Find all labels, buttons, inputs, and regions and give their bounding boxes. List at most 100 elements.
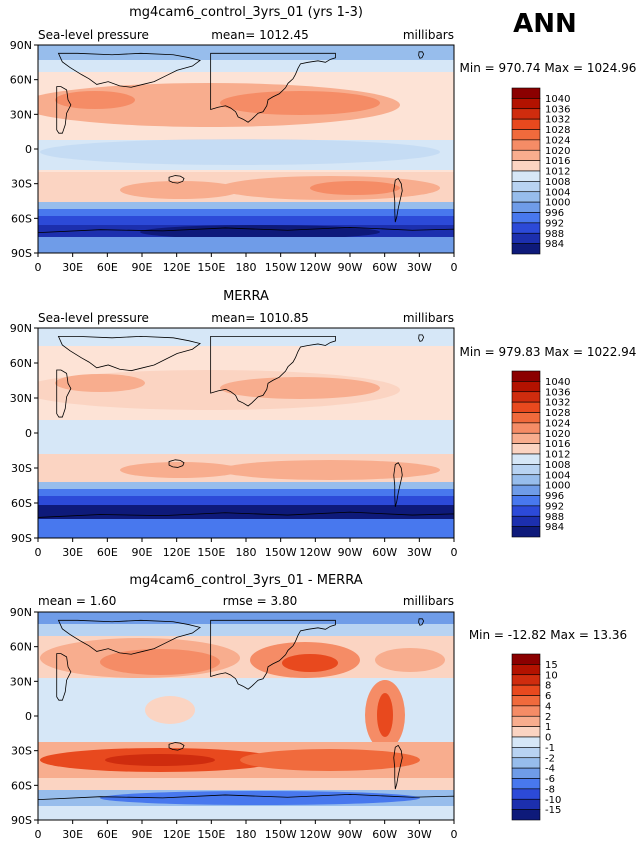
colorbar-label: 1032 — [545, 115, 570, 126]
right-label: millibars — [403, 28, 454, 42]
lon-tick-label: 30E — [62, 828, 83, 841]
lon-tick-label: 180 — [236, 261, 257, 274]
lon-tick-label: 150W — [265, 546, 297, 559]
colorbar-swatch — [511, 201, 541, 213]
colorbar-label: -8 — [545, 784, 555, 795]
coastline — [211, 336, 336, 406]
colorbar-swatch — [511, 443, 541, 455]
colorbar-label: 10 — [545, 670, 558, 681]
colorbar-label: 1032 — [545, 398, 570, 409]
colorbar-swatch — [511, 391, 541, 403]
lat-tick-label: 30N — [10, 392, 32, 405]
colorbar-swatch — [511, 181, 541, 193]
lat-tick-label: 90N — [10, 39, 32, 52]
lon-tick-label: 30W — [407, 546, 432, 559]
lon-tick-label: 120W — [299, 261, 331, 274]
center-label: mean= 1010.85 — [211, 311, 309, 325]
lon-tick-label: 0 — [35, 546, 42, 559]
coastline — [419, 52, 424, 58]
map-field — [38, 328, 454, 538]
coastline — [169, 176, 184, 184]
colorbar-swatch — [511, 149, 541, 161]
colorbar-swatch — [511, 432, 541, 444]
colorbar-label: 992 — [545, 501, 564, 512]
lat-tick-label: 30S — [11, 178, 32, 191]
colorbar-label: 1024 — [545, 418, 570, 429]
colorbar-swatch — [511, 232, 541, 244]
lat-tick-label: 30N — [10, 108, 32, 121]
lat-axis: 90N 60N 30N 0 30S 60S 90S — [10, 39, 38, 260]
colorbar-swatch — [511, 484, 541, 496]
coastline — [58, 53, 200, 87]
colorbar-label: 1004 — [545, 470, 570, 481]
map-field — [38, 612, 454, 820]
coastline — [394, 463, 402, 507]
coastline — [38, 227, 454, 253]
lat-tick-label: 90N — [10, 322, 32, 335]
lat-tick-label: 0 — [25, 427, 32, 440]
lat-axis: 90N 60N 30N 0 30S 60S 90S — [10, 322, 38, 545]
lon-tick-label: 120W — [299, 546, 331, 559]
colorbar-label: 1004 — [545, 187, 570, 198]
lat-tick-label: 0 — [25, 143, 32, 156]
colorbar-label: 1040 — [545, 377, 570, 388]
lon-tick-label: 60E — [97, 546, 118, 559]
colorbar-swatch — [511, 505, 541, 517]
colorbar-swatch — [511, 160, 541, 172]
lon-tick-label: 90E — [132, 546, 153, 559]
left-label: mean = 1.60 — [38, 594, 116, 608]
lat-tick-label: 30S — [11, 745, 32, 758]
colorbar-label: 984 — [545, 522, 564, 533]
colorbar-swatch — [511, 736, 541, 748]
colorbar-label: 0 — [545, 733, 551, 744]
coastlines — [38, 52, 454, 253]
lat-axis: 90N 60N 30N 0 30S 60S 90S — [10, 606, 38, 827]
lon-tick-label: 180 — [236, 546, 257, 559]
colorbar-swatch — [511, 170, 541, 182]
lon-axis: 0 30E 60E 90E 120E 150E 180 150W 120W 90W 60W 30W 0 — [35, 253, 458, 274]
lon-tick-label: 90E — [132, 261, 153, 274]
lon-tick-label: 30W — [407, 261, 432, 274]
colorbar-swatch — [511, 108, 541, 120]
lon-tick-label: 30E — [62, 546, 83, 559]
colorbar-swatch — [511, 401, 541, 413]
colorbar-swatch — [511, 118, 541, 130]
colorbar-swatch — [511, 747, 541, 759]
colorbar-swatch — [511, 212, 541, 224]
colorbar-label: -4 — [545, 764, 555, 775]
colorbar-label: 1036 — [545, 387, 570, 398]
center-label: mean= 1012.45 — [211, 28, 309, 42]
coastline — [57, 654, 71, 701]
colorbar-label: 1012 — [545, 167, 570, 178]
colorbar-label: 1024 — [545, 135, 570, 146]
coastline — [419, 619, 424, 625]
colorbar-label: -2 — [545, 753, 555, 764]
colorbar-label: 1008 — [545, 177, 570, 188]
colorbar-swatch — [511, 495, 541, 507]
lon-tick-label: 30W — [407, 828, 432, 841]
coastline — [169, 460, 184, 468]
panel-merra: MERRA Sea-level pressure mean= 1010.85 m… — [10, 289, 637, 559]
colorbar-label: 1 — [545, 722, 551, 733]
coastline — [58, 336, 200, 370]
right-label: millibars — [403, 311, 454, 325]
colorbar-label: 6 — [545, 691, 551, 702]
coastline — [169, 743, 184, 751]
colorbar-label: 984 — [545, 239, 564, 250]
coastlines — [38, 335, 454, 538]
lon-tick-label: 150E — [197, 546, 225, 559]
colorbar-label: -1 — [545, 743, 555, 754]
colorbar-label: 1036 — [545, 104, 570, 115]
colorbar-swatch — [511, 222, 541, 234]
colorbar-swatch — [511, 98, 541, 110]
colorbar-swatch — [511, 139, 541, 151]
colorbar-label: 4 — [545, 701, 551, 712]
lat-tick-label: 90S — [11, 532, 32, 545]
lon-tick-label: 0 — [451, 828, 458, 841]
coastline — [57, 87, 71, 134]
colorbar-swatch — [511, 684, 541, 696]
colorbar-label: 1020 — [545, 146, 570, 157]
colorbar-label: 988 — [545, 229, 564, 240]
lon-tick-label: 60E — [97, 828, 118, 841]
